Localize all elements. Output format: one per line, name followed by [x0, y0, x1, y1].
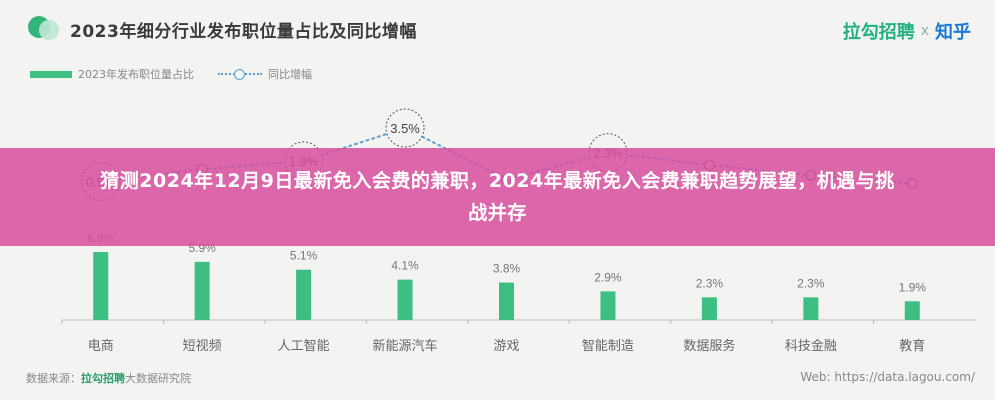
legend-bar-swatch — [30, 70, 72, 78]
banner-headline: 猜测2024年12月9日最新免入会费的兼职，2024年最新免入会费兼职趋势展望，… — [100, 170, 895, 224]
x-tick-label: 短视频 — [183, 339, 222, 354]
bar-value-label: 5.1% — [290, 249, 318, 263]
x-tick-label: 科技金融 — [785, 338, 837, 354]
bar-value-label: 3.8% — [493, 262, 521, 276]
bar-value-label: 1.9% — [899, 280, 927, 294]
bar-9 — [904, 301, 920, 320]
bar-2 — [194, 261, 210, 320]
x-tick-label: 智能制造 — [582, 339, 634, 354]
legend-line-label: 同比增幅 — [268, 68, 312, 81]
bar-6 — [600, 291, 616, 320]
x-tick-label: 人工智能 — [278, 339, 330, 354]
bar-3 — [296, 269, 312, 320]
x-tick-label: 新能源汽车 — [373, 338, 438, 354]
bar-value-label: 4.1% — [391, 259, 419, 273]
legend-bar-label: 2023年发布职位量占比 — [78, 68, 194, 81]
source-brand: 拉勾招聘 — [81, 372, 125, 385]
bar-7 — [701, 297, 717, 320]
overlay-banner: 猜测2024年12月9日最新免入会费的兼职，2024年最新免入会费兼职趋势展望，… — [0, 148, 995, 246]
chart-header: 2023年细分行业发布职位量占比及同比增幅 — [28, 14, 417, 44]
x-tick-label: 教育 — [899, 338, 925, 354]
bar-value-label: 2.3% — [696, 276, 724, 290]
brand-zhihu: 知乎 — [935, 22, 971, 43]
legend-line-swatch — [218, 69, 262, 80]
source-suffix: 大数据研究院 — [125, 372, 191, 385]
data-source: 数据来源：拉勾招聘大数据研究院 — [26, 370, 191, 386]
chart-logo-icon — [28, 14, 62, 44]
bar-5 — [499, 282, 514, 320]
bar-value-label: 2.3% — [797, 276, 825, 290]
bar-8 — [803, 297, 819, 320]
source-prefix: 数据来源： — [26, 372, 81, 385]
bar-4 — [397, 279, 413, 320]
bar-value-label: 2.9% — [594, 270, 622, 284]
growth-value-label: 3.5% — [390, 121, 420, 136]
chart-legend: 2023年发布职位量占比 同比增幅 — [30, 66, 312, 82]
x-tick-label: 数据服务 — [683, 338, 735, 354]
growth-point-4 — [385, 108, 425, 148]
brand-logo: 拉勾招聘 x 知乎 — [843, 18, 971, 44]
x-tick-label: 游戏 — [493, 339, 519, 354]
brand-lagou: 拉勾招聘 — [842, 22, 915, 43]
bar-1 — [93, 252, 109, 320]
web-url: Web: https://data.lagou.com/ — [800, 370, 975, 384]
brand-separator: x — [920, 23, 929, 39]
chart-title: 2023年细分行业发布职位量占比及同比增幅 — [70, 21, 417, 42]
x-tick-label: 电商 — [88, 339, 114, 354]
